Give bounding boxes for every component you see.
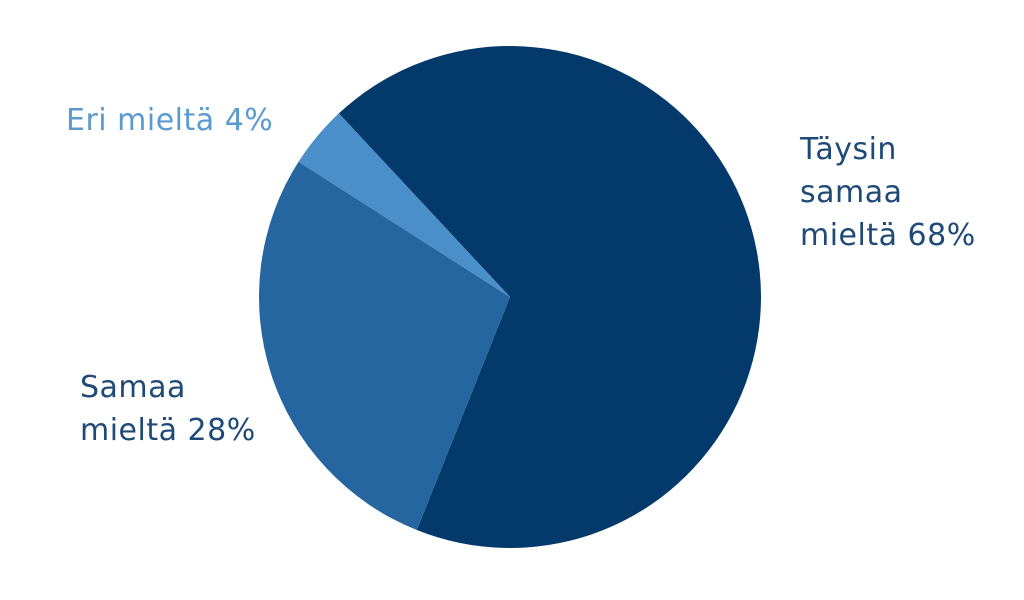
category-label: Täysin samaa mieltä: [800, 132, 903, 253]
pie-slice: [298, 113, 510, 297]
category-label: Samaa mieltä: [80, 370, 186, 448]
pie-slice: [259, 161, 510, 531]
value-label: 68%: [907, 218, 976, 253]
category-label: Eri mieltä: [66, 103, 215, 138]
slice-label: Täysin samaa mieltä 68%: [800, 128, 1000, 257]
slice-label: Samaa mieltä 28%: [80, 366, 280, 452]
pie-slice: [338, 45, 762, 548]
value-label: 4%: [224, 103, 274, 138]
slice-label: Eri mieltä 4%: [66, 99, 326, 142]
value-label: 28%: [187, 413, 256, 448]
